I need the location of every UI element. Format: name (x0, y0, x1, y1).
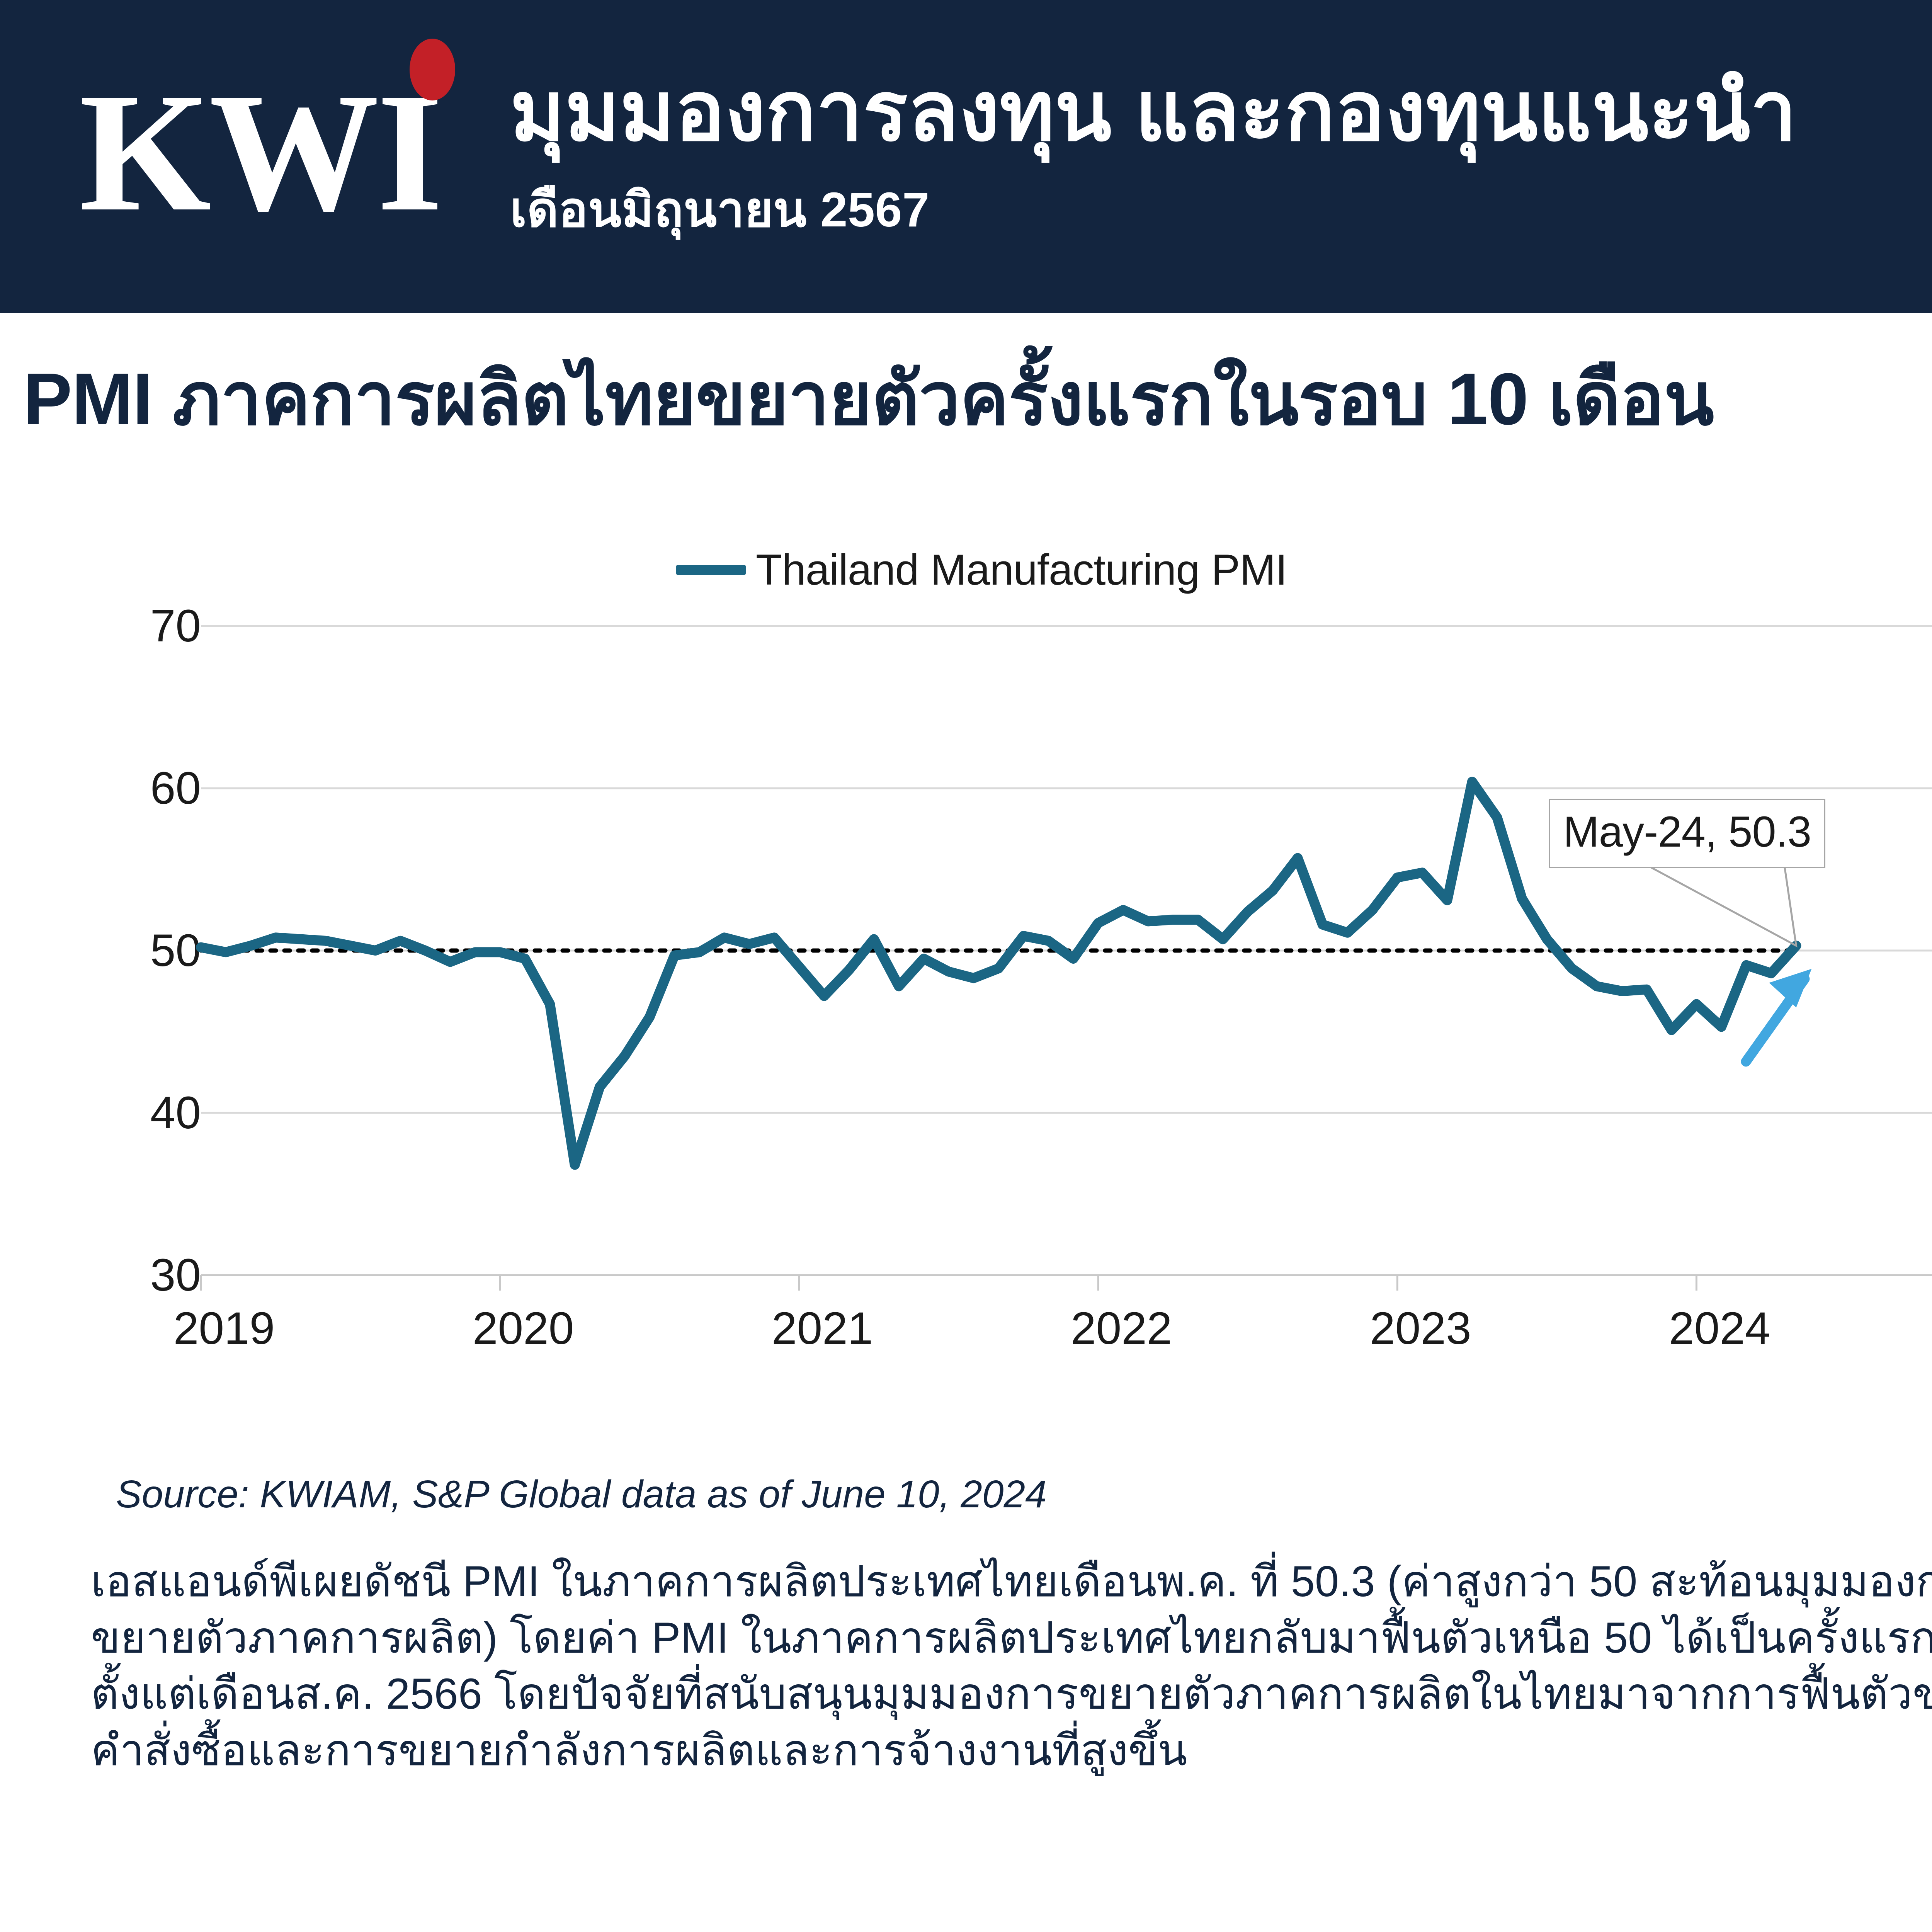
source-note: Source: KWIAM, S&P Global data as of Jun… (116, 1473, 1047, 1516)
y-tick-label: 40 (150, 1087, 201, 1138)
logo-wordmark: KWI (79, 58, 443, 247)
legend-swatch-icon (676, 565, 746, 575)
y-tick-label: 70 (150, 600, 201, 651)
x-tick-label: 2020 (472, 1303, 574, 1354)
logo-red-dot-icon (410, 39, 455, 100)
legend-label: Thailand Manufacturing PMI (756, 546, 1287, 594)
pmi-series-line (196, 777, 1801, 1170)
x-tick-label: 2021 (771, 1303, 873, 1354)
page-header: KWI มุมมองการลงทุน และกองทุนแนะนำ เดือนม… (0, 0, 1932, 313)
header-subtitle: เดือนมิถุนายน 2567 (510, 182, 930, 237)
arrow-head (1769, 969, 1812, 1008)
y-tick-label: 30 (150, 1250, 201, 1301)
page-headline: PMI ภาคการผลิตไทยขยายตัวครั้งแรกในรอบ 10… (23, 358, 1714, 440)
kwi-logo: KWI (0, 0, 498, 313)
y-axis: 30 40 50 60 70 (89, 514, 201, 1430)
x-tick-label: 2019 (173, 1303, 275, 1354)
body-paragraph: เอสแอนด์พีเผยดัชนี PMI ในภาคการผลิตประเท… (91, 1557, 1932, 1774)
callout-leader-line (1649, 866, 1798, 947)
y-tick-label: 60 (150, 763, 201, 814)
header-title: มุมมองการลงทุน และกองทุนแนะนำ (510, 64, 1797, 158)
x-tick-label: 2022 (1070, 1303, 1172, 1354)
pmi-chart: Thailand Manufacturing PMI 30 40 50 60 70 20… (89, 514, 1932, 1430)
header-text-block: มุมมองการลงทุน และกองทุนแนะนำ เดือนมิถุน… (498, 65, 1932, 248)
chart-legend: Thailand Manufacturing PMI (676, 545, 1287, 595)
x-tick-label: 2023 (1370, 1303, 1471, 1354)
callout-label: May-24, 50.3 (1549, 799, 1826, 868)
trend-up-arrow-icon (1741, 969, 1812, 1067)
x-tickmarks (200, 1275, 1697, 1291)
x-tick-label: 2024 (1669, 1303, 1770, 1354)
y-tick-label: 50 (150, 925, 201, 976)
callout-text: May-24, 50.3 (1563, 808, 1811, 856)
chart-plot (196, 625, 1932, 1291)
